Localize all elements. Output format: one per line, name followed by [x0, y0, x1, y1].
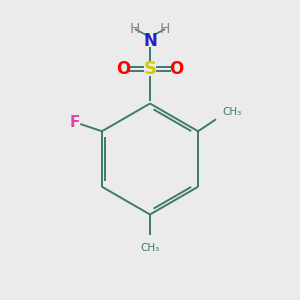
- Text: H: H: [130, 22, 140, 36]
- Text: O: O: [169, 60, 184, 78]
- Text: CH₃: CH₃: [140, 243, 160, 253]
- Text: O: O: [116, 60, 131, 78]
- Text: F: F: [70, 115, 80, 130]
- Text: S: S: [143, 60, 157, 78]
- Text: CH₃: CH₃: [222, 107, 241, 117]
- Text: H: H: [160, 22, 170, 36]
- Text: N: N: [143, 32, 157, 50]
